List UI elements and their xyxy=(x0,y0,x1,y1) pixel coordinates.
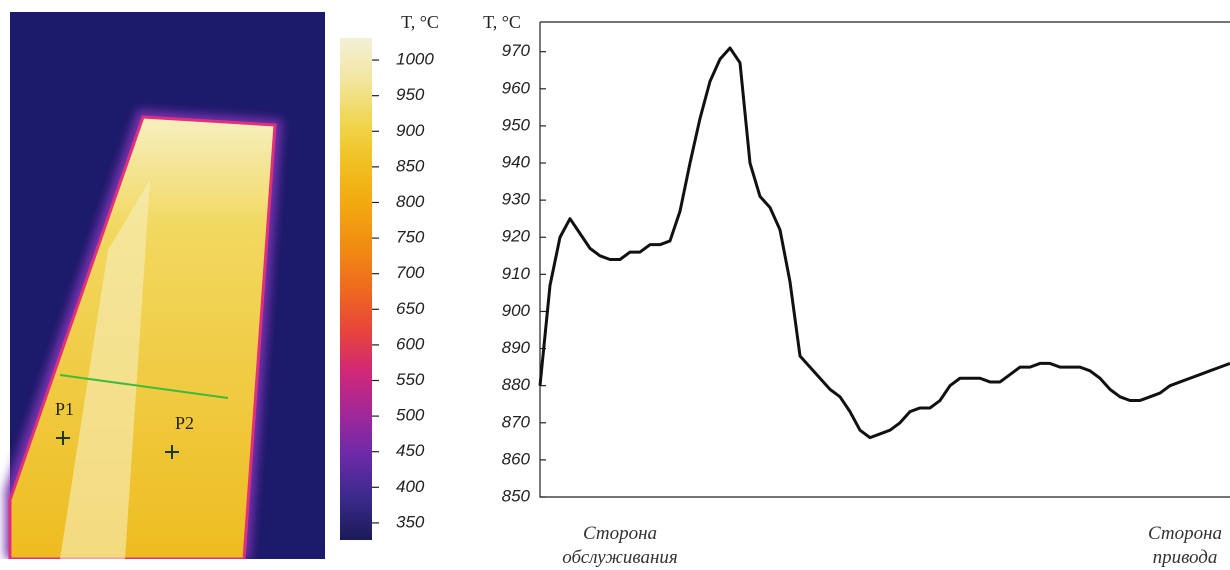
line-chart: 850 860 870 880 890 900 910 920 930 940 950 960 970 xyxy=(502,21,1230,505)
tick-label: 500 xyxy=(396,406,425,425)
tick-label: 950 xyxy=(396,85,425,104)
tick-label: 850 xyxy=(502,486,531,505)
temperature-line xyxy=(538,46,1230,440)
tick-label: 870 xyxy=(502,412,531,431)
axis-frame xyxy=(539,21,1230,498)
thermal-image: P1 P2 xyxy=(5,12,325,559)
tick-label: 860 xyxy=(502,449,531,468)
tick-label: 950 xyxy=(502,115,531,134)
tick-label: 1000 xyxy=(396,50,434,69)
tick-label: 550 xyxy=(396,370,425,389)
tick-label: 970 xyxy=(502,41,531,60)
point-label: P2 xyxy=(175,413,194,433)
colorbar: 350 400 450 500 550 600 650 700 750 800 850 900 950 1… xyxy=(340,38,434,540)
colorbar-scale xyxy=(340,38,372,540)
point-marker xyxy=(56,431,70,445)
tick-label: 930 xyxy=(502,190,531,209)
y-axis-label: T, °C xyxy=(483,12,521,32)
tick-label: 350 xyxy=(396,512,425,531)
tick-label: 600 xyxy=(396,334,425,353)
profile-line xyxy=(59,374,229,399)
thermal-slab xyxy=(8,115,277,559)
tick-label: 850 xyxy=(396,156,425,175)
x-end-label: Сторона привода xyxy=(1147,523,1223,568)
point-marker xyxy=(165,445,179,459)
tick-label: 900 xyxy=(396,121,425,140)
tick-label: 890 xyxy=(502,338,531,357)
tick-label: 750 xyxy=(396,228,425,247)
tick-label: 800 xyxy=(396,192,425,211)
tick-label: 910 xyxy=(502,264,531,283)
tick-label: 700 xyxy=(396,263,425,282)
tick-label: 450 xyxy=(396,441,425,460)
tick-label: 940 xyxy=(502,153,531,172)
colorbar-label: T, °C xyxy=(401,12,439,32)
tick-label: 400 xyxy=(396,477,425,496)
tick-label: 880 xyxy=(502,375,531,394)
x-end-label: Сторона обслуживания xyxy=(562,523,678,568)
point-label: P1 xyxy=(55,399,74,419)
tick-label: 960 xyxy=(502,78,531,97)
tick-label: 920 xyxy=(502,227,531,246)
tick-label: 900 xyxy=(502,301,531,320)
thermal-hot-band xyxy=(60,180,150,559)
tick-label: 650 xyxy=(396,299,425,318)
